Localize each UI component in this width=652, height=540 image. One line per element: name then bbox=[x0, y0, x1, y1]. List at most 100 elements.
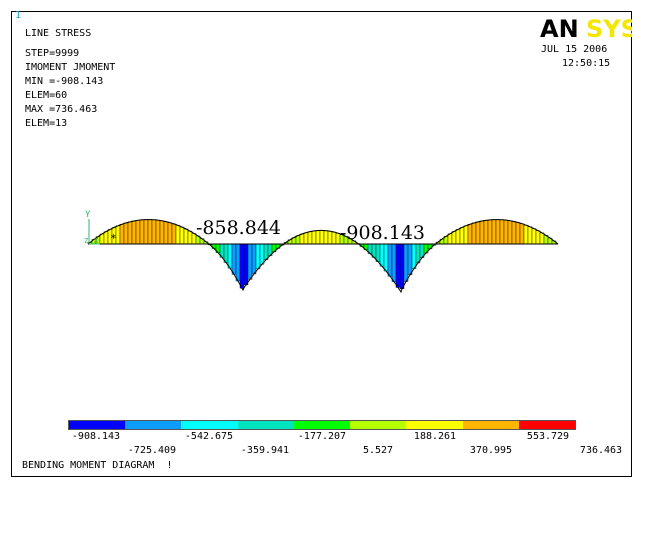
axis-x-label: X bbox=[94, 237, 99, 245]
moment-strip bbox=[387, 243, 393, 277]
moment-strip bbox=[311, 230, 317, 245]
moment-strip bbox=[447, 233, 453, 245]
moment-strip bbox=[395, 243, 401, 288]
moment-strip bbox=[119, 224, 125, 245]
info-line-min-elem: ELEM=60 bbox=[25, 90, 68, 101]
moment-strip bbox=[251, 243, 257, 275]
moment-strip bbox=[515, 222, 521, 245]
moment-strip bbox=[179, 226, 185, 245]
moment-strip bbox=[299, 233, 305, 245]
legend-value-2: -725.409 bbox=[127, 445, 177, 456]
moment-strip bbox=[415, 243, 421, 264]
plot-title: BENDING MOMENT DIAGRAM ! bbox=[22, 460, 173, 471]
legend-swatch-6 bbox=[350, 421, 407, 429]
moment-strip bbox=[403, 243, 409, 282]
min-value-label-2: -908.143 bbox=[340, 222, 425, 244]
moment-strip bbox=[399, 243, 405, 290]
moment-strip bbox=[103, 231, 109, 245]
moment-strip bbox=[295, 235, 301, 245]
moment-strip bbox=[139, 219, 145, 245]
moment-strip bbox=[475, 221, 481, 245]
moment-strip bbox=[315, 230, 321, 245]
moment-strip bbox=[327, 230, 333, 245]
axis-y-label: Y bbox=[85, 210, 91, 220]
moment-strip bbox=[487, 219, 493, 245]
moment-strip bbox=[307, 231, 313, 245]
moment-strip bbox=[143, 219, 149, 245]
legend-swatch-8 bbox=[462, 421, 519, 429]
moment-strip bbox=[511, 221, 517, 245]
logo-text-sys: SYS bbox=[586, 15, 632, 41]
legend-swatch-9 bbox=[518, 421, 575, 429]
legend-value-8: 370.995 bbox=[469, 445, 513, 456]
logo-text-an: AN bbox=[540, 15, 579, 41]
moment-strip bbox=[323, 230, 329, 245]
moment-strip bbox=[455, 229, 461, 245]
info-line-items: IMOMENT JMOMENT bbox=[25, 62, 116, 73]
moment-strip bbox=[411, 243, 417, 269]
ansys-logo: AN SYS bbox=[540, 15, 632, 41]
moment-strip bbox=[243, 243, 249, 286]
date-label: JUL 15 2006 bbox=[541, 44, 608, 55]
moment-strip bbox=[483, 220, 489, 245]
diagram-outline bbox=[87, 219, 559, 294]
moment-strip bbox=[479, 220, 485, 245]
moment-strip bbox=[183, 228, 189, 245]
moment-strip bbox=[259, 243, 265, 265]
window-number: 1 bbox=[15, 10, 22, 21]
moment-strip bbox=[263, 243, 269, 260]
moment-strip bbox=[135, 220, 141, 245]
legend-value-10: 736.463 bbox=[579, 445, 623, 456]
moment-strip bbox=[523, 224, 529, 245]
moment-strip bbox=[451, 231, 457, 245]
moment-strip bbox=[535, 230, 541, 245]
legend-swatch-2 bbox=[125, 421, 182, 429]
legend-value-3: -542.675 bbox=[184, 431, 234, 442]
legend-swatch-4 bbox=[237, 421, 294, 429]
moment-strip bbox=[471, 222, 477, 245]
moment-strip bbox=[159, 220, 165, 245]
moment-strip bbox=[467, 224, 473, 245]
moment-strip bbox=[503, 219, 509, 245]
moment-strip bbox=[495, 219, 501, 245]
legend-value-1: -908.143 bbox=[71, 431, 121, 442]
moment-strip bbox=[319, 230, 325, 245]
moment-strip bbox=[167, 222, 173, 245]
moment-strip bbox=[407, 243, 413, 276]
legend-value-9: 553.729 bbox=[526, 431, 570, 442]
legend-value-4: -359.941 bbox=[240, 445, 290, 456]
moment-strip bbox=[379, 243, 385, 267]
info-line-max: MAX =736.463 bbox=[25, 104, 98, 115]
moment-strip bbox=[235, 243, 241, 282]
moment-strip bbox=[247, 243, 253, 280]
contour-legend-bar bbox=[68, 420, 576, 430]
coordinate-triad-icon: Y Z X bbox=[84, 210, 100, 245]
moment-strip bbox=[539, 232, 545, 245]
moment-strip bbox=[507, 220, 513, 245]
moment-strip bbox=[131, 220, 137, 245]
info-line-max-elem: ELEM=13 bbox=[25, 118, 68, 129]
axis-z-label: Z bbox=[84, 237, 88, 245]
moment-strip bbox=[123, 222, 129, 245]
info-line-min: MIN =-908.143 bbox=[25, 76, 104, 87]
moment-strip bbox=[527, 226, 533, 245]
moment-strip bbox=[99, 233, 105, 245]
moment-strip bbox=[239, 243, 245, 289]
moment-strip bbox=[331, 231, 337, 245]
moment-strip bbox=[459, 227, 465, 245]
legend-value-5: -177.207 bbox=[297, 431, 347, 442]
graphics-window: 1 AN SYS JUL 15 2006 12:50:15 LINE STRES… bbox=[11, 10, 632, 477]
moment-strip bbox=[375, 243, 381, 262]
moment-strip bbox=[255, 243, 261, 270]
moment-strip bbox=[155, 219, 161, 245]
moment-strip bbox=[127, 221, 133, 245]
info-line-step: STEP=9999 bbox=[25, 48, 80, 59]
moment-strip bbox=[227, 243, 233, 269]
legend-swatch-5 bbox=[293, 421, 351, 429]
moment-strip bbox=[175, 225, 181, 245]
moment-strip bbox=[147, 219, 153, 245]
legend-swatch-7 bbox=[406, 421, 463, 429]
moment-curve bbox=[87, 219, 559, 294]
moment-strip bbox=[519, 223, 525, 245]
moment-strip bbox=[163, 221, 169, 245]
